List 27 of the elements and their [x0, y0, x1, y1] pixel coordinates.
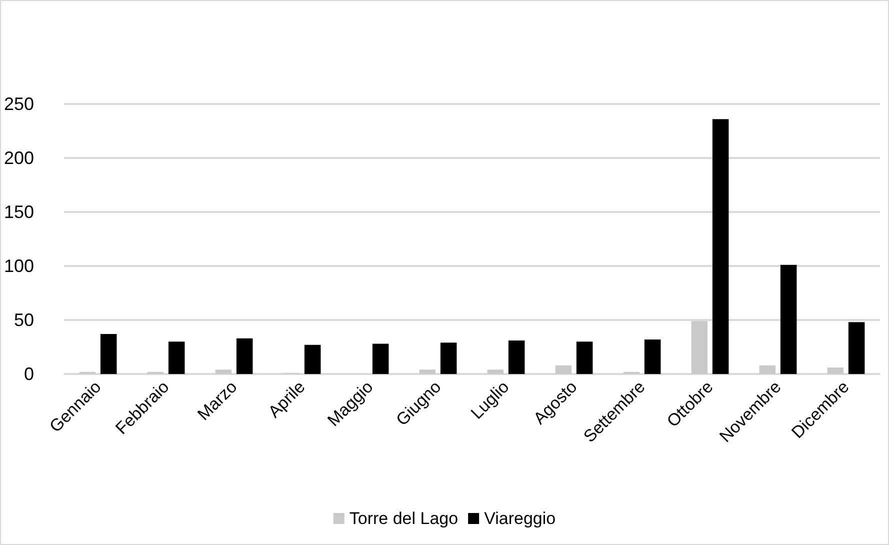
- y-tick-label: 50: [14, 310, 34, 330]
- y-tick-label: 200: [4, 148, 34, 168]
- bar: [100, 334, 117, 374]
- bar: [827, 368, 844, 374]
- bar: [555, 365, 572, 374]
- bar: [759, 365, 776, 374]
- y-tick-label: 150: [4, 202, 34, 222]
- bar: [712, 119, 729, 374]
- bar: [419, 370, 436, 374]
- y-tick-label: 100: [4, 256, 34, 276]
- bar: [691, 321, 708, 374]
- bar: [576, 342, 593, 374]
- y-tick-label: 250: [4, 94, 34, 114]
- bar: [215, 370, 232, 374]
- bar: [780, 264, 797, 374]
- bar: [848, 322, 865, 374]
- y-tick-label: 0: [24, 364, 34, 384]
- bar: [440, 342, 457, 374]
- bar: [372, 344, 389, 374]
- bar: [236, 338, 253, 374]
- bar: [168, 342, 185, 374]
- bar: [487, 370, 504, 374]
- legend-label: Viareggio: [484, 509, 556, 528]
- legend-label: Torre del Lago: [349, 509, 458, 528]
- bar: [304, 344, 321, 374]
- bar: [644, 339, 661, 374]
- bar: [508, 340, 525, 374]
